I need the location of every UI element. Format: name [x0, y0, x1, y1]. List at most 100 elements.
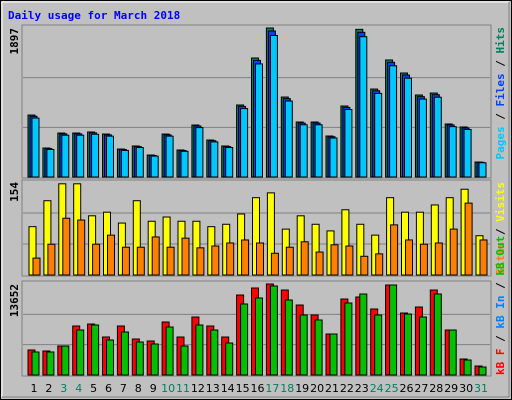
- bar: [284, 100, 293, 178]
- legend-entry: kB F: [494, 349, 507, 376]
- bar: [300, 241, 309, 276]
- bar: [31, 351, 40, 376]
- x-tick-label: 13: [206, 382, 220, 395]
- bar: [479, 239, 488, 276]
- x-tick-label: 30: [459, 382, 473, 395]
- bar: [241, 239, 250, 276]
- x-tick-label: 15: [236, 382, 250, 395]
- bar: [478, 162, 487, 178]
- bar: [135, 341, 144, 376]
- bar: [256, 242, 264, 276]
- legend-entry: Files: [494, 73, 507, 106]
- bar: [374, 92, 383, 178]
- bar: [299, 124, 308, 178]
- bar: [419, 243, 428, 276]
- bar: [210, 141, 219, 178]
- bar: [210, 329, 219, 376]
- bar: [225, 342, 234, 376]
- x-tick-label: 3: [60, 382, 67, 395]
- chart-title: Daily usage for March 2018: [8, 9, 180, 22]
- bar: [195, 127, 204, 178]
- legend: Sites / Visits: [494, 182, 507, 275]
- x-tick-label: 6: [105, 382, 112, 395]
- bar: [196, 247, 205, 276]
- legend-entry: Visits: [494, 182, 507, 222]
- bar: [418, 316, 427, 376]
- bar: [434, 242, 443, 276]
- bar: [165, 135, 174, 178]
- bar: [329, 137, 338, 178]
- bar: [121, 246, 130, 276]
- legend: Pages / Files / Hits: [494, 27, 507, 160]
- x-tick-label: 9: [150, 382, 157, 395]
- x-tick-label: 18: [280, 382, 294, 395]
- bar: [165, 326, 174, 376]
- x-tick-label: 21: [325, 382, 339, 395]
- bar: [106, 135, 114, 178]
- bar: [135, 147, 144, 178]
- bar: [270, 252, 279, 276]
- bar: [314, 124, 323, 178]
- x-tick-label: 11: [176, 382, 190, 395]
- x-tick-label: 19: [295, 382, 309, 395]
- bar: [345, 245, 354, 276]
- bar: [181, 237, 190, 276]
- legend-separator: /: [494, 54, 507, 74]
- bar: [226, 242, 235, 276]
- bar: [151, 236, 160, 276]
- bar: [448, 126, 457, 178]
- bar: [91, 324, 100, 376]
- bar: [180, 150, 189, 178]
- x-tick-label: 14: [221, 382, 235, 395]
- legend-separator: /: [494, 276, 507, 296]
- bar: [61, 345, 70, 376]
- x-tick-label: 10: [161, 382, 175, 395]
- bar: [374, 314, 383, 376]
- bar: [433, 96, 442, 178]
- bar: [360, 255, 369, 276]
- legend-entry: kB Out: [494, 236, 507, 276]
- x-tick-label: 17: [265, 382, 279, 395]
- bar: [463, 359, 472, 376]
- bar: [404, 313, 412, 376]
- bar: [314, 319, 323, 376]
- bar: [31, 117, 40, 178]
- x-tick-label: 23: [355, 382, 369, 395]
- bar: [120, 331, 129, 376]
- bar: [329, 333, 338, 376]
- bar: [91, 133, 100, 178]
- bar: [418, 98, 427, 178]
- bar: [464, 202, 473, 276]
- legend: kB F / kB In / kB Out: [494, 236, 507, 375]
- x-tick-label: 16: [251, 382, 265, 395]
- bar: [211, 245, 220, 276]
- bar: [284, 299, 293, 376]
- bar: [47, 243, 56, 276]
- legend-entry: kB In: [494, 296, 507, 329]
- bar: [240, 108, 249, 178]
- bar: [76, 134, 85, 178]
- bar: [225, 147, 234, 178]
- bar: [448, 329, 457, 376]
- bar: [433, 293, 442, 376]
- x-tick-label: 26: [400, 382, 414, 395]
- x-tick-label: 1: [31, 382, 38, 395]
- bar: [478, 366, 487, 376]
- bar: [344, 109, 353, 178]
- y-tick-label: 13652: [8, 284, 21, 317]
- legend-separator: /: [494, 222, 507, 242]
- bar: [46, 149, 55, 178]
- bar: [375, 253, 384, 276]
- y-tick-label: 1897: [8, 28, 21, 55]
- bar: [92, 243, 101, 276]
- bar: [344, 302, 353, 376]
- bar: [359, 36, 368, 178]
- x-tick-label: 5: [90, 382, 97, 395]
- x-tick-label: 2: [45, 382, 52, 395]
- bar: [405, 239, 413, 276]
- bar: [330, 244, 339, 276]
- bar: [136, 246, 145, 276]
- x-tick-label: 28: [429, 382, 443, 395]
- x-tick-label: 27: [414, 382, 428, 395]
